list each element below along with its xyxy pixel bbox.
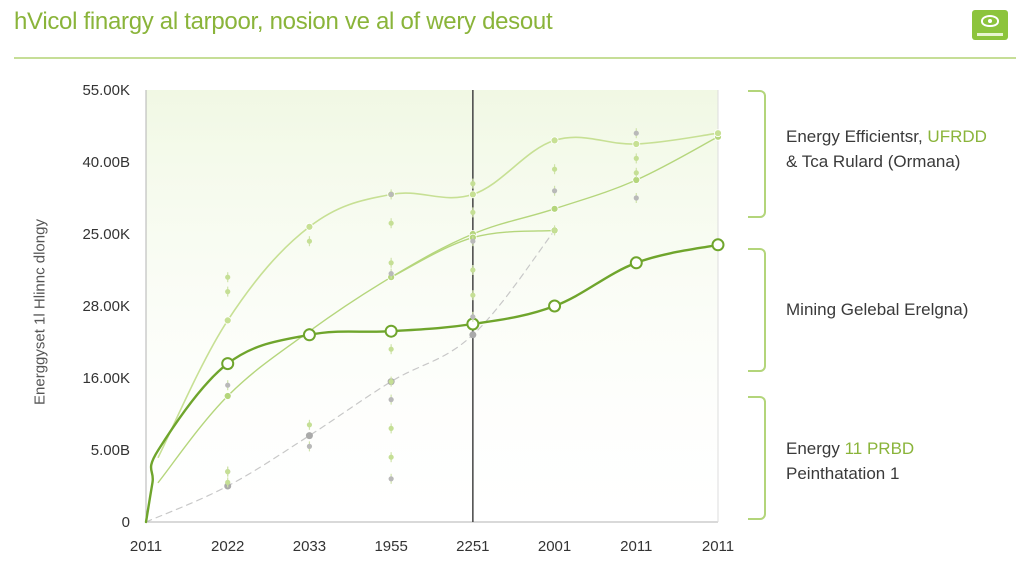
- eye-mark-icon: [981, 15, 999, 27]
- y-tick-label: 55.00K: [82, 82, 130, 99]
- scatter-marker-3-6: [388, 346, 394, 352]
- annotation-bottom: Energy 11 PRBD Peinthatation 1: [786, 436, 914, 486]
- scatter-marker-1-2: [225, 479, 231, 485]
- scatter-marker-4-5: [470, 209, 476, 215]
- y-tick-label: 40.00B: [82, 154, 130, 171]
- series-1-point: [548, 299, 562, 313]
- scatter-marker-6-1: [633, 195, 639, 201]
- x-tick-label: 2011: [702, 538, 734, 555]
- y-tick-label: 28.00K: [82, 298, 130, 315]
- scatter-marker-6-2: [633, 170, 639, 176]
- x-tick-label: 2011: [620, 538, 652, 555]
- scatter-marker-3-8: [388, 260, 394, 266]
- annotation-top: Energy Efficientsr, UFRDD & Tca Rulard (…: [786, 124, 987, 174]
- y-axis-label: Energgyset 1l Hlinnc dlongy: [31, 219, 49, 405]
- annotation-bottom-text: Energy: [786, 439, 845, 458]
- scatter-marker-1-3: [225, 469, 231, 475]
- series-2-point: [305, 222, 314, 231]
- scatter-marker-5-2: [551, 166, 558, 172]
- annotation-top-text: Energy Efficientsr,: [786, 127, 928, 146]
- scatter-marker-6-4: [633, 130, 639, 136]
- scatter-marker-3-4: [388, 397, 394, 403]
- scatter-marker-5-1: [551, 188, 558, 194]
- annotation-top-accent: UFRDD: [927, 127, 987, 146]
- series-5-point: [305, 432, 313, 440]
- series-line-1: [144, 243, 720, 524]
- scatter-marker-1-5: [225, 289, 231, 295]
- x-tick-label: 2251: [456, 538, 489, 555]
- series-1-point: [221, 357, 235, 371]
- series-1-point: [629, 256, 643, 270]
- scatter-marker-3-7: [388, 271, 394, 277]
- series-3-point: [223, 392, 232, 400]
- scatter-marker-3-1: [388, 476, 394, 482]
- scatter-marker-4-4: [470, 238, 476, 244]
- series-1-point: [384, 324, 398, 338]
- series-5-point: [469, 331, 477, 339]
- scatter-marker-3-10: [388, 191, 394, 197]
- series-2-point: [223, 316, 232, 325]
- scatter-marker-4-3: [470, 267, 476, 273]
- title-divider: [14, 57, 1016, 59]
- scatter-marker-6-3: [633, 155, 639, 161]
- scatter-marker-1-6: [225, 274, 231, 280]
- annotation-middle: Mining Gelebal Erelgna): [786, 297, 968, 322]
- annotation-middle-line1: Mining Gelebal Erelgna): [786, 300, 969, 319]
- scatter-marker-3-5: [388, 379, 394, 385]
- x-tick-label: 2033: [293, 538, 326, 555]
- plot-area: [146, 90, 718, 522]
- scatter-marker-2-1: [306, 443, 313, 449]
- series-2-point: [468, 190, 477, 199]
- y-tick-label: 25.00K: [82, 226, 130, 243]
- y-tick-label: 5.00B: [91, 442, 130, 459]
- series-1-point: [711, 238, 725, 252]
- scatter-marker-2-3: [306, 238, 313, 244]
- annotation-bottom-line2: Peinthatation 1: [786, 464, 900, 483]
- annotation-bracket-bottom: [748, 396, 766, 520]
- scatter-marker-3-3: [388, 425, 394, 431]
- logo-wordmark-bar: [977, 33, 1003, 36]
- scatter-marker-2-2: [306, 422, 313, 428]
- annotation-bottom-accent: 11 PRBD: [844, 439, 915, 458]
- x-tick-label: 2001: [538, 538, 571, 555]
- chart-title: hVicol finargy al tarpoor, nosion ve al …: [14, 8, 553, 35]
- y-tick-label: 0: [122, 514, 130, 531]
- y-tick-label: 16.00K: [82, 370, 130, 387]
- scatter-marker-3-2: [388, 454, 394, 460]
- scatter-marker-5-3: [551, 227, 558, 233]
- scatter-marker-1-4: [225, 382, 231, 388]
- scatter-marker-4-6: [470, 181, 476, 187]
- annotation-top-line1: Energy Efficientsr, UFRDD: [786, 124, 987, 149]
- series-2-point: [632, 140, 641, 148]
- series-2-point: [550, 136, 559, 145]
- series-1-point: [302, 328, 316, 342]
- series-line-5: [145, 229, 556, 523]
- annotation-top-line2: & Tca Rulard (Ormana): [786, 152, 961, 171]
- scatter-marker-4-1: [470, 314, 476, 320]
- x-tick-label: 1955: [374, 538, 407, 555]
- x-tick-label: 2022: [211, 538, 244, 555]
- annotation-bottom-line1: Energy 11 PRBD: [786, 436, 914, 461]
- x-tick-label: 2011: [130, 538, 162, 555]
- series-2-point: [714, 129, 722, 138]
- annotation-bracket-middle: [748, 248, 766, 372]
- series-3-point: [550, 204, 559, 213]
- scatter-marker-4-2: [470, 292, 476, 298]
- scatter-marker-3-9: [388, 220, 394, 226]
- nvidia-logo-icon: [972, 10, 1008, 40]
- annotation-bracket-top: [748, 90, 766, 218]
